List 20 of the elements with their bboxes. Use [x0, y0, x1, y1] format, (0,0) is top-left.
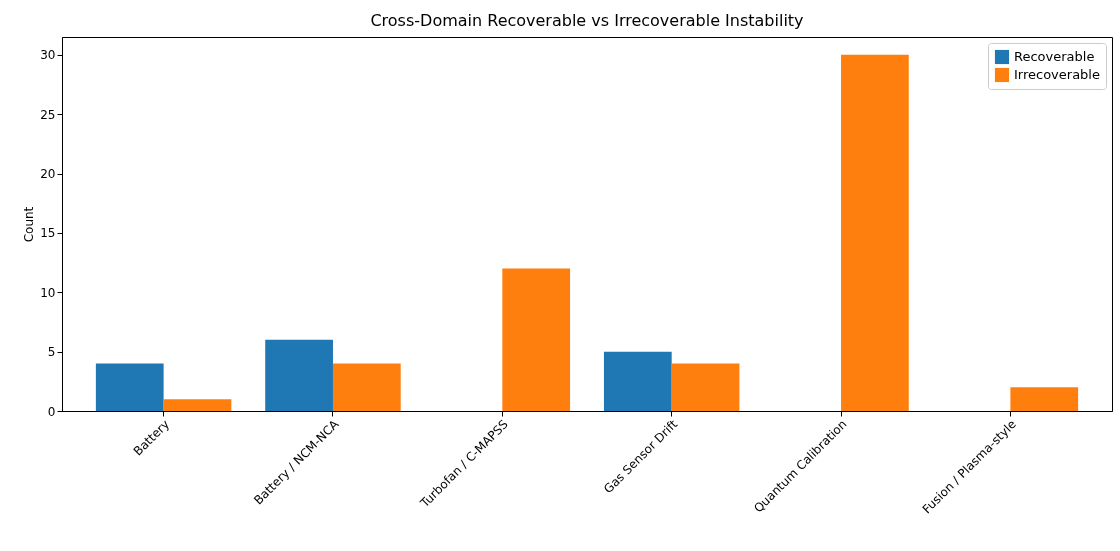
bar: [671, 363, 740, 411]
bar: [95, 363, 164, 411]
bar: [841, 54, 909, 411]
bar: [265, 339, 333, 411]
bar: [163, 399, 232, 411]
legend-label: Irrecoverable: [1014, 67, 1100, 82]
y-tick-label: 30: [40, 48, 56, 63]
bar: [603, 351, 672, 411]
bar: [1010, 387, 1079, 411]
y-tick-label: 25: [40, 107, 56, 122]
y-tick-label: 10: [40, 285, 56, 300]
legend-label: Recoverable: [1014, 49, 1095, 64]
chart-title: Cross-Domain Recoverable vs Irrecoverable Instability: [370, 11, 804, 30]
y-tick-label: 5: [47, 345, 56, 360]
bar: [332, 363, 401, 411]
y-tick-label: 0: [47, 404, 56, 419]
y-tick-label: 15: [40, 226, 56, 241]
bar: [502, 268, 571, 411]
y-tick-label: 20: [40, 167, 56, 182]
y-axis-title: Count: [22, 206, 37, 243]
